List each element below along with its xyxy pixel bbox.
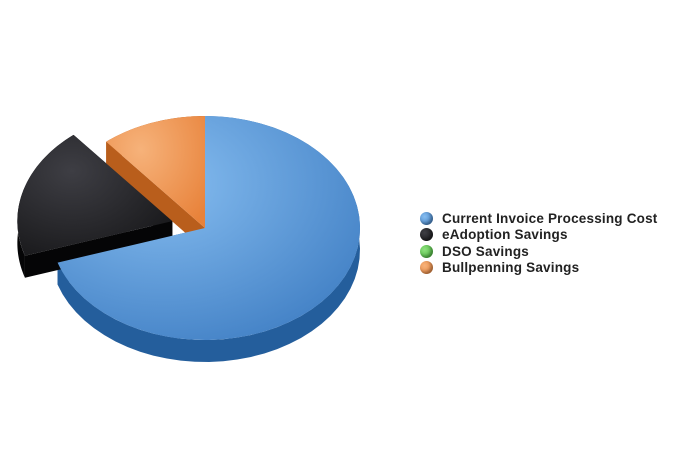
legend-label: Current Invoice Processing Cost [442,211,658,226]
legend-label: Bullpenning Savings [442,260,579,275]
legend-marker-dso-savings [420,245,433,258]
legend-label: eAdoption Savings [442,227,568,242]
legend-marker-bullpenning-savings [420,261,433,274]
chart-legend: Current Invoice Processing Cost eAdoption… [420,210,690,276]
legend-item-current-invoice-processing-cost[interactable]: Current Invoice Processing Cost [420,210,690,227]
legend-item-dso-savings[interactable]: DSO Savings [420,243,690,260]
legend-marker-current-invoice-processing-cost [420,212,433,225]
legend-item-bullpenning-savings[interactable]: Bullpenning Savings [420,260,690,277]
legend-marker-eadoption-savings [420,228,433,241]
legend-label: DSO Savings [442,244,529,259]
legend-item-eadoption-savings[interactable]: eAdoption Savings [420,227,690,244]
